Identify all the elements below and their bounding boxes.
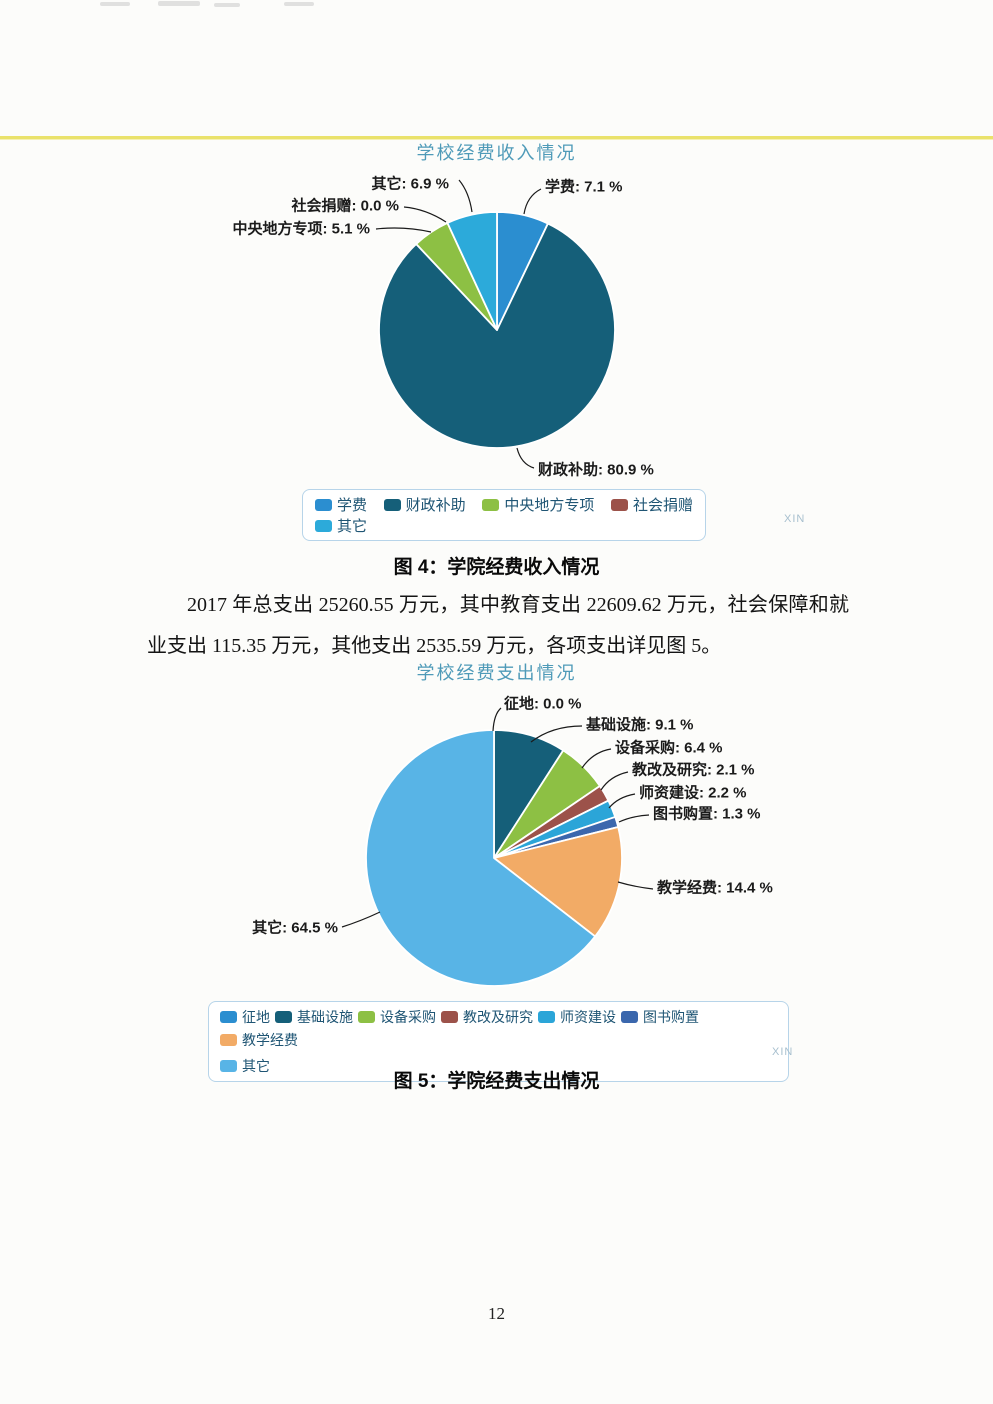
label-leader-line xyxy=(375,227,432,233)
pie-label-征地: 征地: 0.0 % xyxy=(504,695,582,713)
scan-artifact xyxy=(100,2,130,6)
body-paragraph: 2017 年总支出 25260.55 万元，其中教育支出 22609.62 万元… xyxy=(147,594,849,657)
legend-label: 社会捐赠 xyxy=(632,497,693,514)
figure5-caption: 图 5：学院经费支出情况 xyxy=(393,1071,600,1092)
pie-slice-其它 xyxy=(446,211,498,331)
legend-color-chip xyxy=(621,1011,638,1023)
pie-label-教改及研究: 教改及研究: 2.1 % xyxy=(631,761,755,779)
pie-slice-财政补助 xyxy=(378,222,616,449)
pie-label-教学经费: 教学经费: 14.4 % xyxy=(656,879,773,897)
pie-label-其它: 其它: 64.5 % xyxy=(252,919,338,937)
legend-label: 图书购置 xyxy=(643,1009,699,1025)
legend-label: 财政补助 xyxy=(405,497,466,514)
legend-item-征地: 征地 xyxy=(220,1007,270,1027)
legend-item-设备采购: 设备采购 xyxy=(358,1007,436,1027)
legend-label: 基础设施 xyxy=(297,1009,353,1025)
legend-item-图书购置: 图书购置 xyxy=(621,1007,699,1027)
legend-color-chip xyxy=(538,1011,555,1023)
income-chart-legend: 学费 财政补助 中央地方专项 社会捐赠其它 xyxy=(302,489,706,541)
pie-label-社会捐赠: 社会捐赠: 0.0 % xyxy=(290,197,399,215)
scan-artifact xyxy=(284,2,314,6)
legend-color-chip xyxy=(275,1011,292,1023)
label-leader-line xyxy=(608,793,636,809)
scan-artifact xyxy=(158,1,200,6)
legend-label: 学费 xyxy=(337,497,368,514)
pie-label-图书购置: 图书购置: 1.3 % xyxy=(653,805,761,823)
legend-color-chip xyxy=(441,1011,458,1023)
label-leader-line xyxy=(403,206,447,223)
expenditure-chart-title: 学校经费支出情况 xyxy=(416,663,577,683)
legend-item-社会捐赠: 社会捐赠 xyxy=(610,494,693,515)
legend-color-chip xyxy=(610,498,628,511)
legend-label: 教改及研究 xyxy=(463,1009,533,1025)
pie-label-其它: 其它: 6.9 % xyxy=(371,175,449,193)
pie-label-师资建设: 师资建设: 2.2 % xyxy=(639,784,747,802)
legend-item-师资建设: 师资建设 xyxy=(538,1007,616,1027)
legend-item-学费: 学费 xyxy=(315,494,367,515)
label-leader-line xyxy=(492,707,502,732)
legend-label: 征地 xyxy=(242,1009,270,1025)
label-leader-line xyxy=(523,188,542,215)
label-leader-line xyxy=(341,911,381,928)
legend-item-教学经费: 教学经费 xyxy=(220,1030,298,1050)
legend-color-chip xyxy=(358,1011,375,1023)
legend-item-教改及研究: 教改及研究 xyxy=(441,1007,533,1027)
pie-label-学费: 学费: 7.1 % xyxy=(545,178,623,196)
pie-label-中央地方专项: 中央地方专项: 5.1 % xyxy=(232,220,370,238)
legend-color-chip xyxy=(482,498,500,511)
label-leader-line xyxy=(617,881,654,890)
legend-item-其它: 其它 xyxy=(220,1056,270,1076)
legend-color-chip xyxy=(220,1060,237,1072)
income-pie: 学费: 7.1 % 财政补助: 80.9 % 中央地方专项: 5.1 % 社会捐赠: … xyxy=(232,175,653,479)
expenditure-chart-legend: 征地 基础设施 设备采购 教改及研究 师资建设 图书购置教学经费其它 xyxy=(208,1001,789,1082)
legend-color-chip xyxy=(220,1011,237,1023)
label-leader-line xyxy=(458,179,473,213)
figure4-caption: 图 4：学院经费收入情况 xyxy=(393,557,600,578)
legend-label: 中央地方专项 xyxy=(504,497,595,514)
pie-slice-教学经费 xyxy=(493,826,623,938)
pie-label-财政补助: 财政补助: 80.9 % xyxy=(538,461,654,479)
legend-color-chip xyxy=(383,498,401,511)
legend-label: 其它 xyxy=(242,1058,270,1074)
pie-label-设备采购: 设备采购: 6.4 % xyxy=(615,739,723,757)
legend-color-chip xyxy=(220,1034,237,1046)
legend-item-财政补助: 财政补助 xyxy=(383,494,466,515)
legend-label: 设备采购 xyxy=(380,1009,436,1025)
income-chart-title: 学校经费收入情况 xyxy=(416,143,577,163)
header-divider-line xyxy=(0,136,993,139)
legend-label: 师资建设 xyxy=(560,1009,616,1025)
pie-slice-其它 xyxy=(365,729,597,987)
scan-artifact xyxy=(214,3,240,7)
label-leader-line xyxy=(600,771,629,791)
page-number: 12 xyxy=(488,1304,505,1323)
expenditure-pie: 征地: 0.0 %基础设施: 9.1 % 设备采购: 6.4 % 教改及研究: 2.… xyxy=(252,695,773,987)
legend-item-基础设施: 基础设施 xyxy=(275,1007,353,1027)
legend-item-其它: 其它 xyxy=(315,515,367,536)
label-leader-line xyxy=(516,447,535,469)
pie-label-基础设施: 基础设施: 9.1 % xyxy=(585,716,694,734)
legend-item-中央地方专项: 中央地方专项 xyxy=(482,494,594,515)
legend-color-chip xyxy=(315,498,332,511)
xin-watermark: XIN xyxy=(772,1046,794,1058)
label-leader-line xyxy=(581,748,612,769)
legend-label: 教学经费 xyxy=(242,1032,298,1048)
legend-color-chip xyxy=(315,519,332,532)
label-leader-line xyxy=(618,814,650,823)
xin-watermark: XIN xyxy=(784,513,806,525)
label-leader-line xyxy=(530,725,583,743)
legend-label: 其它 xyxy=(337,518,368,535)
